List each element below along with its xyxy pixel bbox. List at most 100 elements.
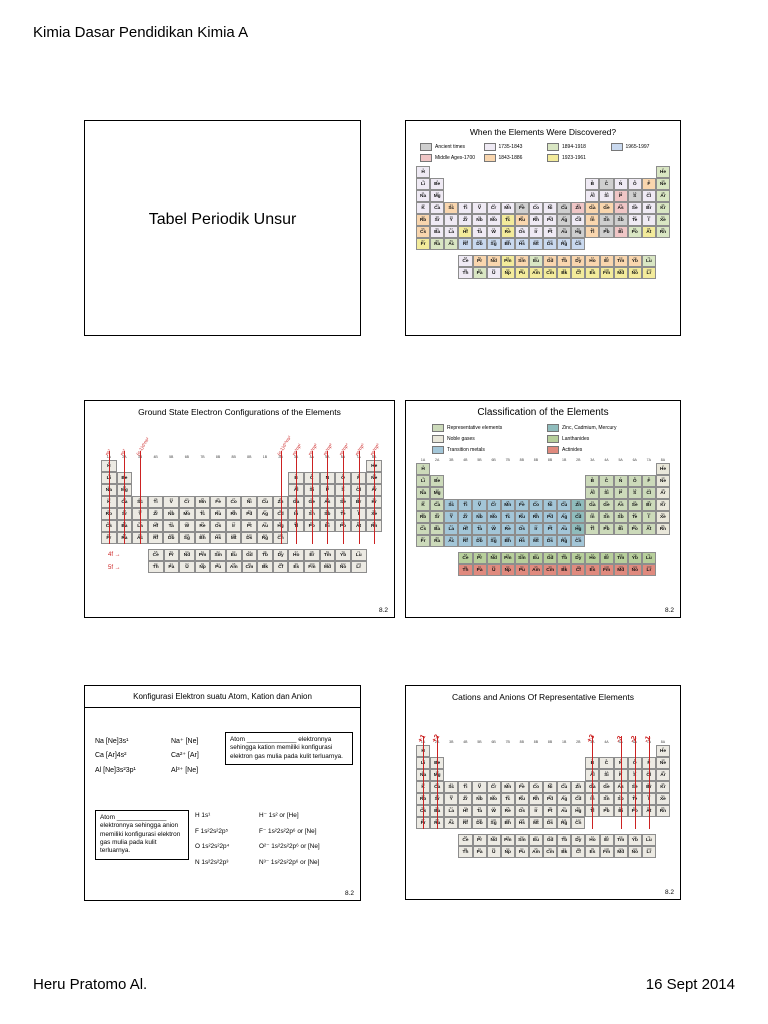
element-cell-te: 52 Te xyxy=(627,214,642,226)
element-cell-rn: 86 Rn xyxy=(655,226,670,238)
element-cell-ds: 110 Ds xyxy=(542,535,558,548)
element-symbol: Bi xyxy=(618,230,623,236)
element-cell-pa: 91 Pa xyxy=(472,267,487,279)
element-symbol: Pb xyxy=(603,809,610,815)
element-symbol: Ga xyxy=(589,503,596,509)
config-row: N 1s²2s²2p³ N³⁻ 1s²2s²2p⁶ or [Ne] xyxy=(195,859,355,867)
element-cell-hs: 108 Hs xyxy=(210,532,226,545)
element-symbol: Cf xyxy=(278,565,284,571)
legend-item: Lanthanides xyxy=(547,435,654,443)
element-cell-pb: 82 Pb xyxy=(599,805,614,818)
element-cell-ar: 18 Ar xyxy=(655,487,670,500)
element-cell-ds: 110 Ds xyxy=(542,238,558,250)
atomic-number: 82 xyxy=(604,806,609,811)
element-cell-cl: 17 Cl xyxy=(641,190,656,202)
atomic-number: 100 xyxy=(604,268,610,273)
element-symbol: Pd xyxy=(546,515,554,521)
atomic-number: 51 xyxy=(618,215,623,220)
element-symbol: Rn xyxy=(659,230,667,236)
element-cell-re: 75 Re xyxy=(500,805,515,818)
slide4-title: Classification of the Elements xyxy=(477,407,609,418)
atomic-number: 2 xyxy=(373,461,376,466)
element-symbol: C xyxy=(604,182,609,188)
atomic-number: 32 xyxy=(604,203,609,208)
element-cell-sn: 50 Sn xyxy=(599,214,614,226)
element-cell-dy: 66 Dy xyxy=(571,255,586,267)
atomic-number: 22 xyxy=(463,500,468,505)
element-symbol: Y xyxy=(449,797,453,803)
element-cell-gd: 64 Gd xyxy=(241,549,258,562)
atomic-number: 47 xyxy=(263,509,267,514)
group-header: 6B xyxy=(184,455,189,459)
atomic-number: 26 xyxy=(520,782,524,787)
element-symbol: Ru xyxy=(214,512,222,518)
atomic-number: 44 xyxy=(520,215,524,220)
group-header: 5A xyxy=(325,455,330,459)
element-cell-fr: 87 Fr xyxy=(416,238,431,250)
legend-swatch xyxy=(547,424,559,432)
element-cell-es: 99 Es xyxy=(288,561,305,574)
anion-note-box: Atom ______________ elektronnya sehingga… xyxy=(95,810,189,860)
element-symbol: Na xyxy=(419,194,427,200)
element-symbol: Ir xyxy=(534,527,538,533)
element-symbol: H xyxy=(421,467,425,473)
atomic-number: 95 xyxy=(534,565,538,570)
atomic-number: 14 xyxy=(310,485,314,490)
atomic-number: 8 xyxy=(633,179,636,184)
element-symbol: Hg xyxy=(575,809,582,815)
element-cell-he: 2 He xyxy=(655,166,670,178)
element-symbol: Ni xyxy=(547,785,553,791)
element-cell-zn: 30 Zn xyxy=(571,781,586,794)
atomic-number: 47 xyxy=(562,512,566,517)
element-cell-ni: 28 Ni xyxy=(542,499,558,512)
atomic-number: 33 xyxy=(618,500,623,505)
element-cell-rb: 37 Rb xyxy=(101,508,117,521)
atomic-number: 61 xyxy=(506,256,510,261)
atomic-number: 65 xyxy=(562,256,566,261)
element-cell-hg: 80 Hg xyxy=(571,226,586,238)
element-cell-na: 11 Na xyxy=(416,190,431,202)
element-cell-ir: 77 Ir xyxy=(528,805,543,818)
element-cell-ac: 89 Ac xyxy=(444,535,459,548)
element-symbol: Pm xyxy=(504,556,512,562)
element-symbol: Pm xyxy=(504,838,512,844)
element-cell-ra: 88 Ra xyxy=(430,238,445,250)
atomic-number: 77 xyxy=(232,521,236,526)
group-header: 1B xyxy=(562,740,567,744)
element-symbol: B xyxy=(590,182,595,188)
element-cell-in: 49 In xyxy=(585,793,600,806)
atomic-number: 109 xyxy=(533,818,539,823)
config-text: Na⁺ [Ne] xyxy=(171,738,199,745)
element-cell-no: 102 No xyxy=(627,267,642,279)
group-header: 7A xyxy=(646,458,651,462)
atomic-number: 83 xyxy=(325,521,330,526)
atomic-number: 44 xyxy=(216,509,220,514)
element-cell-si: 14 Si xyxy=(599,769,614,782)
atomic-number: 33 xyxy=(618,203,623,208)
group-header: 1B xyxy=(262,455,268,459)
atomic-number: 50 xyxy=(604,215,609,220)
atomic-number: 11 xyxy=(421,191,425,196)
legend-label: Ancient times xyxy=(435,144,466,150)
element-cell-sm: 62 Sm xyxy=(210,549,226,562)
atomic-number: 79 xyxy=(562,806,566,811)
element-cell-be: 4 Be xyxy=(430,475,445,488)
element-cell-eu: 63 Eu xyxy=(225,549,242,562)
element-symbol: Lr xyxy=(646,568,652,574)
atomic-number: 112 xyxy=(575,818,581,823)
element-cell-zr: 40 Zr xyxy=(458,511,473,524)
atomic-number: 103 xyxy=(646,268,652,273)
element-symbol: Cf xyxy=(575,568,581,574)
atomic-number: 25 xyxy=(506,782,510,787)
element-symbol: Bi xyxy=(618,809,623,815)
element-cell-db: 105 Db xyxy=(163,532,180,545)
element-symbol: Xe xyxy=(659,797,666,803)
atomic-number: 88 xyxy=(435,536,439,541)
element-cell-he: 2 He xyxy=(655,745,670,758)
element-cell-u: 92 U xyxy=(179,561,195,574)
element-cell-sg: 106 Sg xyxy=(486,238,501,250)
f-row: 90 Th 91 Pa 92 U 93 Np 94 Pu 95 Am 96 Cm 97 Bk 98 Cf 99 Es 1… xyxy=(458,846,656,859)
element-cell-pb: 82 Pb xyxy=(599,226,614,238)
element-cell-zn: 30 Zn xyxy=(571,202,586,214)
element-symbol: Fr xyxy=(420,242,426,248)
